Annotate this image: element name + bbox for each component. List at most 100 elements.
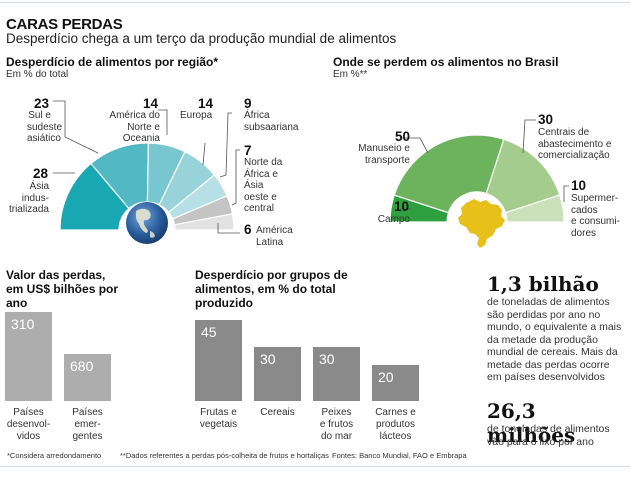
brazil-chart-title: Onde se perdem os alimentos no Brasil [333,55,559,69]
slice-label-campo: Campo [340,214,410,226]
label-line: transporte [364,154,410,166]
value-chart-title: Valor das perdas, em US$ bilhões por ano [6,268,119,310]
bar-value-label: 30 [260,351,276,367]
leader-line [522,119,536,154]
label-line: Frutas e [200,407,237,418]
footnote-rounding: *Considera arredondamento [7,451,102,460]
page-title: CARAS PERDAS [6,16,123,33]
label-line: produtos [376,419,415,430]
label-line: Latina [256,236,284,248]
slice-label-asia-ind: Ásia indus- trializada [5,181,49,216]
label-line: Carnes e [375,407,416,418]
label-line: oeste e [244,191,277,203]
label-value: 9 [244,96,252,111]
slice-label-europa: Europa [180,110,212,122]
label-value: 6 [244,222,252,237]
leader-line [563,185,569,202]
slice-label-supermercados: Supermer- cados e consumi- dores [571,193,620,239]
brazil-map-icon [458,199,505,248]
label-line: Ásia [244,180,264,191]
label-line: subsaariana [244,121,299,133]
leader-line [402,137,429,154]
brazil-half-donut [389,119,569,248]
label-line: Manuseio e [358,143,410,154]
label-value: 14 [143,96,159,111]
globe-icon [126,202,168,244]
slice-label-norte-africa: Norte da África e Ásia oeste e central [244,157,282,215]
fact-headline-1: 1,3 bilhão [487,272,599,296]
label-line: do mar [320,431,353,442]
bar-value-label: 45 [201,324,217,340]
bar-category-label: Carnes e produtos lácteos [366,407,425,443]
slice-label-america-latina: América Latina [256,225,293,248]
bar: 310 [5,312,52,401]
label-line: abastecimento e [538,138,612,150]
label-line: Europa [180,110,213,121]
bar: 30 [313,347,360,401]
label-line: Ásia [29,181,49,192]
label-line: dores [571,227,597,239]
label-value: 30 [538,112,554,127]
leader-line [231,149,240,206]
bar-category-label: Países desenvol-vidos [0,407,58,443]
body-line: da metade da produção [487,333,598,346]
slice-label-america-norte: América do Norte e Oceania [88,110,160,145]
label-line: gentes [72,431,103,442]
label-line: cados [571,204,598,216]
label-line: trializada [8,204,49,215]
label-line: América do [109,110,160,121]
top-rule [0,2,630,3]
bar-value-label: 310 [11,316,35,332]
label-line: lácteos [379,431,412,442]
label-line: e frutos [319,419,354,430]
label-line: África [244,110,270,121]
regions-chart-subtitle: Em % do total [6,69,69,80]
brazil-chart-subtitle: Em %** [333,69,368,80]
label-value: 7 [244,143,252,158]
label-value: 10 [571,178,587,193]
bar-category-label: Peixes e frutos do mar [307,407,366,443]
label-line: vegetais [199,419,238,430]
body-line: em países desenvolvidos [487,371,605,383]
bar-value-label: 680 [70,358,94,374]
bar: 30 [254,347,301,401]
label-line: Países [13,407,44,418]
regions-chart-title: Desperdício de alimentos por região* [6,55,219,69]
label-line: comercialização [538,150,610,161]
label-line: Supermer- [571,193,619,204]
label-line: e consumi- [571,216,620,227]
bar: 20 [372,365,419,401]
leader-line [202,142,206,166]
label-line: indus- [21,192,49,204]
bar: 680 [64,354,111,401]
page-subtitle: Desperdício chega a um terço da produção… [6,31,397,46]
label-line: Países [72,407,103,418]
slice-label-africa-sub: África subsaariana [244,110,298,133]
label-line: África e [244,168,278,180]
body-line: mundial de cereais. Mais da [487,346,618,358]
fact-body-1: de toneladas de alimentos são perdidas po… [487,296,621,384]
region-slice [173,213,235,231]
label-line: sudeste [27,121,63,133]
brazil-slice [393,134,505,214]
label-line: central [244,203,275,214]
leader-line [158,109,168,135]
leader-line [219,112,232,178]
fact-headline-2: 26,3 milhões [487,399,576,447]
slice-label-centrais: Centrais de abastecimento e comercializa… [538,127,611,162]
body-line: de toneladas de alimentos [487,296,610,308]
label-line: emer- [74,419,101,430]
body-line: de toneladas de alimentos [487,423,610,435]
label-line: desenvol- [6,419,51,430]
brazil-slice [504,194,565,223]
label-line: asiático [27,133,61,144]
sources: Fontes: Banco Mundial, FAO e Embrapa [332,451,467,460]
label-value: 10 [394,199,410,214]
bar-value-label: 30 [319,351,335,367]
label-value: 28 [33,166,49,181]
label-line: Campo [377,214,410,225]
label-line: Sul e [28,110,51,121]
bar-category-label: Frutas e vegetais [189,407,248,431]
slice-label-sul-sudeste: Sul e sudeste asiático [27,110,63,145]
label-line: Norte da [244,157,283,168]
